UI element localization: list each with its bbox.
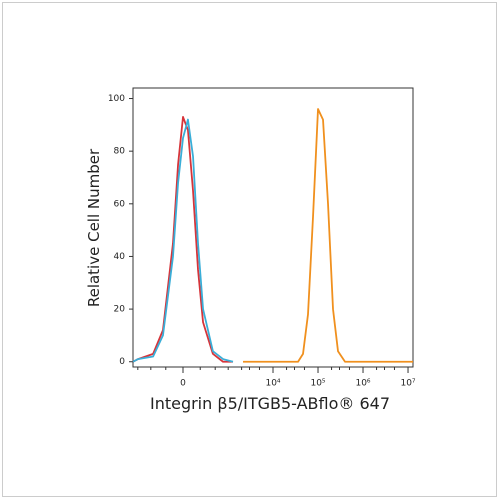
x-tick-label: 10⁴ bbox=[265, 379, 280, 389]
y-tick-label: 0 bbox=[119, 357, 125, 367]
y-axis-label: Relative Cell Number bbox=[85, 148, 103, 307]
y-tick-label: 20 bbox=[114, 305, 126, 315]
histogram-curve bbox=[243, 108, 413, 363]
x-tick-label: 10⁶ bbox=[355, 379, 370, 389]
histogram-curve bbox=[132, 116, 234, 363]
y-tick-label: 80 bbox=[114, 147, 126, 157]
x-axis-label: Integrin β5/ITGB5-ABflo® 647 bbox=[150, 394, 390, 413]
y-tick-label: 60 bbox=[114, 199, 126, 209]
x-tick-label: 10⁷ bbox=[400, 379, 415, 389]
x-tick-label: 0 bbox=[180, 379, 186, 389]
histogram-curve bbox=[132, 118, 234, 363]
x-tick-label: 10⁵ bbox=[310, 379, 325, 389]
y-tick-label: 100 bbox=[108, 94, 125, 104]
y-tick-label: 40 bbox=[114, 252, 126, 262]
